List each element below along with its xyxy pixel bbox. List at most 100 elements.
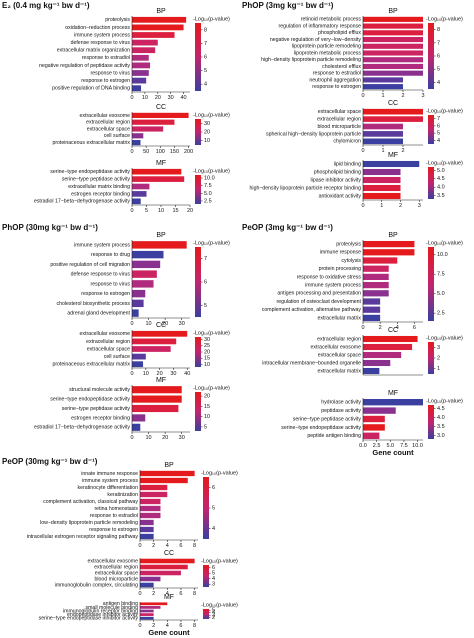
colorbar-tick-label: 2 bbox=[212, 615, 215, 621]
x-tick-label: 20 bbox=[157, 371, 163, 377]
bar bbox=[132, 353, 146, 360]
legend-title: -Log₁₀(p-value) bbox=[201, 558, 238, 564]
bar bbox=[140, 470, 195, 477]
bar bbox=[363, 424, 385, 431]
colorbar-tick-label: 4 bbox=[212, 610, 215, 616]
colorbar bbox=[203, 477, 209, 539]
colorbar-tick-label: 4 bbox=[212, 576, 215, 582]
bar bbox=[140, 491, 168, 498]
bar bbox=[132, 260, 161, 269]
bar bbox=[363, 176, 401, 184]
category-label: small molecule binding bbox=[86, 605, 139, 611]
category-label: serine−type endopeptidase inhibitor acti… bbox=[39, 616, 139, 622]
colorbar bbox=[195, 337, 201, 367]
colorbar bbox=[428, 247, 434, 321]
x-tick-label: 0 bbox=[130, 208, 133, 214]
category-label: protein processing bbox=[319, 266, 362, 272]
category-label: defense response to virus bbox=[71, 272, 131, 278]
category-label: immunoglobulin receptor binding bbox=[63, 608, 138, 614]
bar bbox=[363, 298, 381, 305]
category-label: immune system process bbox=[74, 32, 130, 38]
bar bbox=[140, 576, 161, 582]
x-tick-label: 10 bbox=[146, 435, 152, 441]
panel-title: E₂ (0.4 mg kg⁻¹ bw d⁻¹) bbox=[2, 1, 90, 10]
bar bbox=[363, 57, 423, 63]
bar bbox=[363, 265, 389, 272]
bar bbox=[132, 140, 141, 146]
colorbar-tick-label: 4 bbox=[212, 526, 215, 532]
category-label: immunoglobulin complex, circulating bbox=[55, 582, 138, 588]
bar bbox=[132, 270, 157, 278]
colorbar-tick-label: 15 bbox=[204, 404, 210, 410]
bar bbox=[132, 280, 154, 288]
colorbar-tick-label: 10.0 bbox=[204, 176, 215, 182]
category-label: chylomicron bbox=[333, 139, 361, 145]
category-label: high−density lipoprotein particle recept… bbox=[250, 185, 362, 191]
colorbar-tick-label: 7 bbox=[204, 41, 207, 47]
bar bbox=[140, 616, 154, 620]
bar bbox=[363, 335, 418, 343]
x-tick-label: 0 bbox=[130, 435, 133, 441]
chart-title: BP bbox=[388, 8, 398, 15]
x-tick-label: 0 bbox=[138, 591, 141, 597]
category-label: response to estrogen bbox=[312, 84, 361, 90]
x-tick-label: 2 bbox=[152, 623, 155, 629]
colorbar bbox=[428, 23, 434, 89]
bar bbox=[132, 250, 164, 259]
colorbar-tick-label: 3.5 bbox=[437, 193, 445, 199]
colorbar-tick-label: 3 bbox=[212, 613, 215, 619]
legend-title: -Log₁₀(p-value) bbox=[426, 160, 463, 166]
category-label: extracellular exosome bbox=[80, 113, 131, 119]
colorbar-tick-label: 10 bbox=[204, 414, 210, 420]
bar bbox=[140, 505, 161, 512]
category-label: negative regulation of very−low−density bbox=[270, 37, 362, 43]
legend-title: -Log₁₀(p-value) bbox=[426, 16, 463, 22]
category-label: defense response to virus bbox=[71, 40, 131, 46]
panel-title: PhOP (30mg kg⁻¹ bw d⁻¹) bbox=[2, 223, 98, 232]
category-label: extracellular region bbox=[317, 116, 361, 122]
category-label: proteinaceous extracellular matrix bbox=[52, 362, 130, 368]
colorbar-tick-label: 6 bbox=[437, 123, 440, 129]
x-tick-label: 20 bbox=[187, 208, 193, 214]
x-tick-label: 0 bbox=[361, 93, 364, 99]
colorbar-tick-label: 7.5 bbox=[204, 183, 212, 189]
category-label: estradiol 17−beta−dehydrogenase activity bbox=[34, 425, 130, 431]
x-tick-label: 5.0 bbox=[386, 443, 394, 449]
colorbar-tick-label: 5 bbox=[204, 424, 207, 430]
chart-title: BP bbox=[156, 8, 166, 15]
category-label: response to virus bbox=[90, 281, 130, 287]
category-label: neutrophil aggregation bbox=[309, 77, 361, 83]
category-label: complement activation, alternative pathw… bbox=[262, 307, 362, 313]
category-label: extracellular space bbox=[318, 352, 361, 358]
category-label: estrogen receptor binding bbox=[71, 415, 130, 421]
category-label: phospholipid binding bbox=[314, 169, 361, 175]
x-tick-label: 7.5 bbox=[400, 443, 408, 449]
bar bbox=[132, 24, 184, 31]
x-tick-label: 2 bbox=[152, 543, 155, 549]
category-label: serine−type endopeptidase activity bbox=[50, 396, 130, 402]
bar bbox=[132, 361, 144, 368]
category-label: serine−type endopeptidase activity bbox=[50, 169, 130, 175]
colorbar bbox=[203, 609, 209, 619]
colorbar bbox=[195, 392, 201, 431]
x-axis-label: Gene count bbox=[372, 448, 414, 457]
legend-title: -Log₁₀(p-value) bbox=[193, 385, 230, 391]
colorbar-tick-label: 4.5 bbox=[437, 406, 445, 412]
colorbar bbox=[195, 247, 201, 317]
category-label: response to estrogen bbox=[81, 291, 130, 297]
bar bbox=[140, 602, 168, 606]
colorbar-tick-label: 15 bbox=[204, 356, 210, 362]
category-label: cell surface bbox=[104, 133, 130, 139]
x-tick-label: 3 bbox=[421, 93, 424, 99]
colorbar-tick-label: 8 bbox=[204, 27, 207, 33]
colorbar-tick-label: 10 bbox=[204, 138, 210, 144]
bar bbox=[140, 564, 188, 570]
x-tick-label: 0 bbox=[138, 623, 141, 629]
legend-title: -Log₁₀(p-value) bbox=[426, 108, 463, 114]
category-label: lipase inhibitor activity bbox=[311, 177, 362, 183]
category-label: keratinization bbox=[107, 492, 138, 498]
category-label: serine−type peptidase activity bbox=[293, 416, 362, 422]
x-tick-label: 10 bbox=[143, 371, 149, 377]
colorbar-tick-label: 5 bbox=[204, 68, 207, 74]
